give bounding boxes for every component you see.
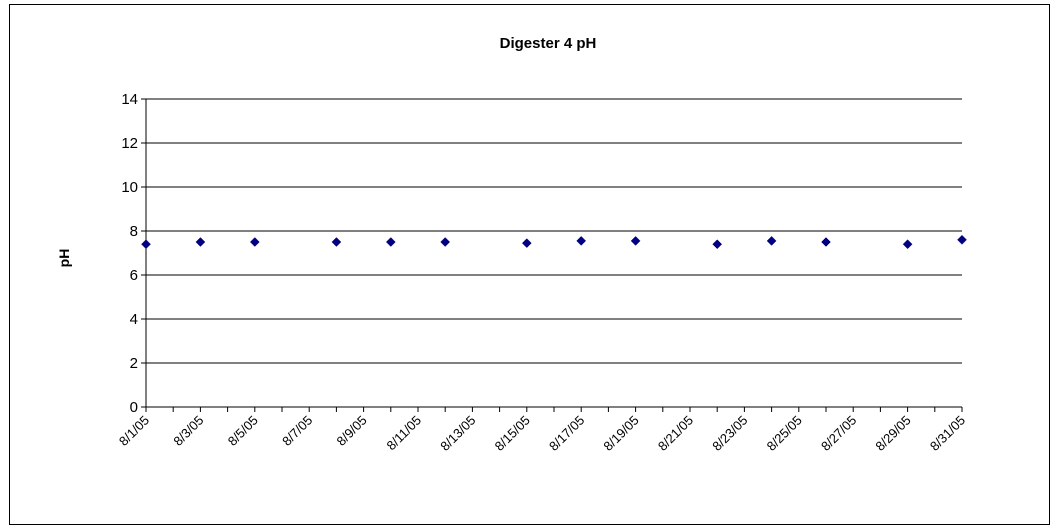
data-point (576, 236, 587, 246)
x-tick-label: 8/31/05 (927, 413, 968, 454)
data-point (440, 237, 451, 247)
y-tick-label: 14 (121, 91, 138, 108)
plot-area: 0 2 4 6 8 10 12 14 8/1/05 8/3/05 8/5/05 8/7/05 8/9/0… (116, 91, 968, 454)
data-point (385, 237, 396, 247)
y-tick-label: 2 (130, 355, 138, 372)
data-point (630, 236, 641, 246)
data-point (766, 236, 777, 246)
data-point (821, 237, 831, 247)
y-tick-label: 10 (121, 179, 138, 196)
chart-area: Digester 4 pH pH 0 2 4 6 8 10 12 14 8/1/05 8/3/05… (9, 4, 1050, 525)
x-tick-label: 8/13/05 (437, 413, 478, 454)
x-tick-label: 8/21/05 (655, 413, 696, 454)
x-tick-label: 8/5/05 (225, 413, 261, 449)
x-tick-label: 8/3/05 (170, 413, 206, 449)
x-tick-label: 8/29/05 (872, 413, 913, 454)
data-point (249, 237, 260, 247)
x-tick-label: 8/9/05 (334, 413, 370, 449)
data-point (957, 234, 967, 245)
data-point (521, 238, 532, 248)
y-tick-label: 6 (130, 267, 138, 284)
x-tick-label: 8/11/05 (384, 413, 425, 454)
data-point (331, 237, 342, 247)
y-tick-label: 12 (121, 135, 138, 152)
x-tick-label: 8/25/05 (764, 413, 805, 454)
x-tick-label: 8/1/05 (116, 413, 152, 449)
y-tick-label: 0 (130, 399, 138, 416)
x-tick-label: 8/7/05 (279, 413, 315, 449)
y-tick-label: 8 (130, 223, 138, 240)
x-tick-label: 8/27/05 (818, 413, 859, 454)
data-point (712, 239, 723, 250)
y-axis-label: pH (56, 249, 72, 268)
data-point (195, 237, 206, 247)
x-tick-label: 8/17/05 (546, 413, 587, 454)
y-tick-label: 4 (130, 311, 138, 328)
x-tick-label: 8/19/05 (600, 413, 641, 454)
x-tick-label: 8/23/05 (709, 413, 750, 454)
x-tick-label: 8/15/05 (492, 413, 533, 454)
chart-title: Digester 4 pH (500, 35, 597, 52)
scatter-chart: Digester 4 pH pH 0 2 4 6 8 10 12 14 8/1/05 8/3/05… (56, 35, 968, 454)
data-point (902, 239, 913, 250)
data-point (141, 239, 151, 250)
